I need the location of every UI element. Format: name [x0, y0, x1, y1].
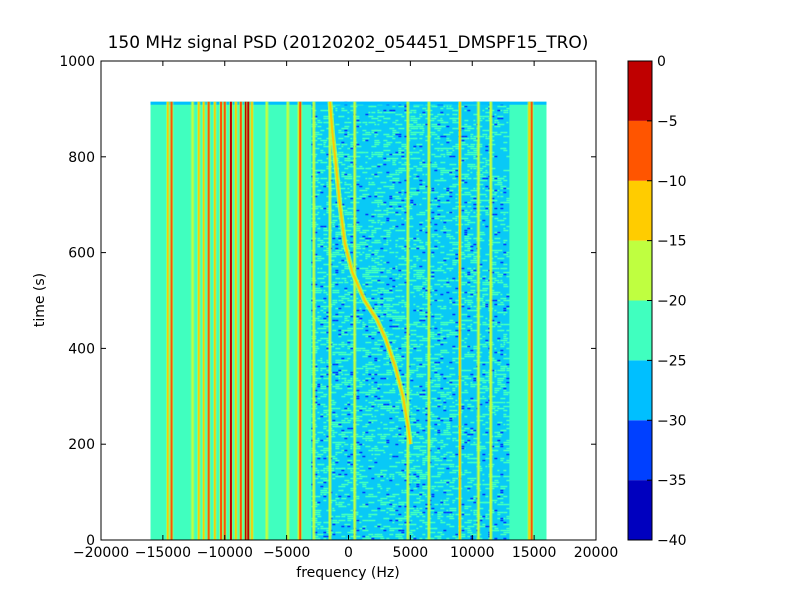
colorbar: −40 −35 −30 −25 −20 −15 −10 −5 0 — [627, 54, 687, 549]
colorbar-segment — [628, 360, 652, 421]
chart-title: 150 MHz signal PSD (20120202_054451_DMSP… — [108, 33, 589, 53]
carrier-line — [329, 101, 331, 540]
colorbar-tick-label: −35 — [657, 473, 687, 489]
plot-area — [150, 101, 547, 540]
colorbar-segment — [628, 300, 652, 361]
y-axis-label: time (s) — [32, 273, 48, 327]
carrier-line — [235, 101, 237, 540]
colorbar-tick-label: −15 — [657, 234, 687, 250]
y-tick-label: 1000 — [59, 54, 95, 70]
x-tick-label: 5000 — [393, 545, 429, 561]
heatmap-layer — [150, 101, 547, 540]
colorbar-segment — [628, 61, 652, 121]
carrier-line — [530, 101, 533, 540]
heatmap-top-edge — [150, 101, 547, 105]
carrier-line — [428, 101, 430, 540]
colorbar-segment — [628, 120, 652, 181]
colorbar-tick-label: −5 — [657, 114, 678, 130]
colorbar-tick-label: −40 — [657, 533, 687, 549]
x-tick-label: −10000 — [197, 545, 253, 561]
carrier-line — [214, 101, 216, 540]
carrier-line — [244, 101, 247, 540]
carrier-line — [229, 101, 232, 540]
x-tick-label: −15000 — [135, 545, 191, 561]
y-tick-label: 0 — [86, 533, 95, 549]
x-tick-label: −20000 — [73, 545, 129, 561]
colorbar-segment — [628, 480, 652, 540]
y-tick-label: 400 — [68, 341, 95, 357]
carrier-line — [167, 101, 169, 540]
carrier-line — [353, 101, 356, 540]
carrier-line — [313, 101, 315, 540]
colorbar-segment — [628, 180, 652, 241]
colorbar-segment — [628, 420, 652, 481]
carrier-line — [223, 101, 226, 540]
carrier-line — [299, 101, 302, 540]
colorbar-segment — [628, 240, 652, 301]
carrier-line — [251, 101, 253, 540]
colorbar-tick-label: −20 — [657, 294, 687, 310]
carrier-line — [490, 101, 492, 540]
carrier-line — [459, 101, 461, 540]
colorbar-tick-label: −25 — [657, 353, 687, 369]
carrier-line — [202, 101, 205, 540]
y-tick-label: 200 — [68, 437, 95, 453]
y-tick-label: 600 — [68, 246, 95, 262]
carrier-line — [247, 101, 250, 540]
colorbar-tick-label: −30 — [657, 413, 687, 429]
colorbar-tick-label: 0 — [657, 54, 666, 70]
x-tick-label: 0 — [344, 545, 353, 561]
carrier-line — [220, 101, 223, 540]
x-tick-label: −5000 — [263, 545, 310, 561]
x-tick-label: 10000 — [450, 545, 495, 561]
carrier-line — [528, 101, 530, 540]
carrier-line — [266, 101, 268, 540]
carrier-line — [197, 101, 200, 540]
carrier-line — [170, 101, 173, 540]
carrier-line — [477, 101, 480, 540]
x-tick-label: 15000 — [512, 545, 557, 561]
carrier-line — [407, 101, 409, 540]
x-axis: −20000 −15000 −10000 −5000 0 5000 10000 15000 20… — [73, 61, 618, 561]
carrier-line — [287, 101, 289, 540]
y-axis: 0 200 400 600 800 1000 — [59, 54, 596, 549]
y-tick-label: 800 — [68, 150, 95, 166]
carrier-line — [191, 101, 194, 540]
carrier-line — [207, 101, 210, 540]
carrier-line — [239, 101, 242, 540]
colorbar-tick-label: −10 — [657, 174, 687, 190]
x-tick-label: 20000 — [574, 545, 619, 561]
x-axis-label: frequency (Hz) — [296, 565, 399, 581]
doppler-trace — [328, 101, 412, 445]
